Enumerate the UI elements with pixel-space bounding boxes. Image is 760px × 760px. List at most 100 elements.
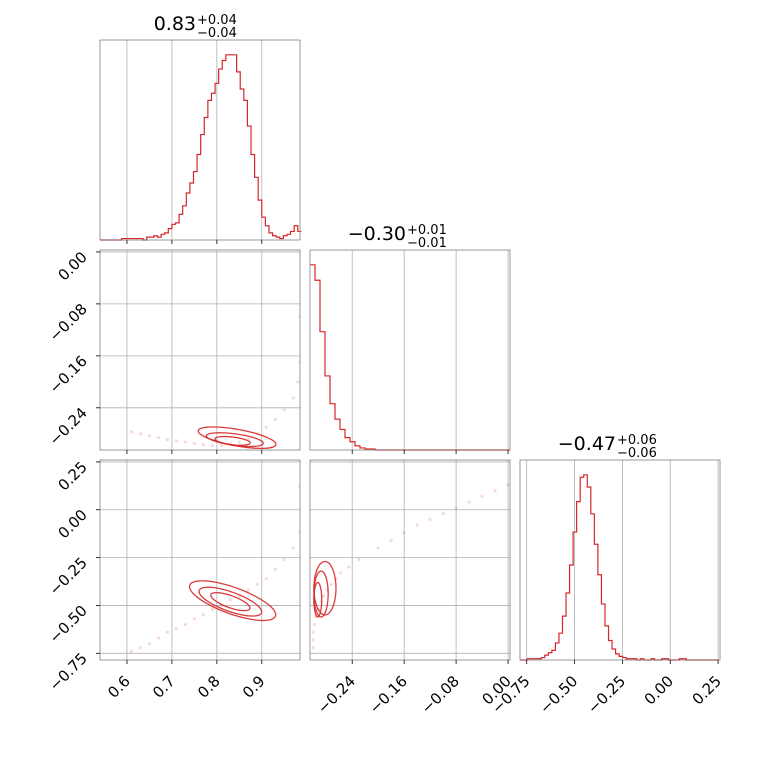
y-tick-label-2-2: −0.25: [46, 554, 91, 599]
contour-1-2: [188, 580, 277, 622]
y-tick-label-1-1: −0.16: [46, 352, 91, 397]
scatter-point-0-4: [165, 438, 170, 442]
scatter-point-0-6: [183, 440, 187, 444]
scatter-point-2-17: [415, 523, 419, 527]
scatter-point-0-0: [129, 430, 134, 434]
y-tick-label-1-3: 0.00: [54, 248, 90, 284]
scatter-point-0-13: [246, 437, 250, 441]
scatter-point-1-13: [246, 588, 250, 592]
scatter-layer: [129, 315, 510, 653]
scatter-point-2-16: [402, 531, 406, 535]
scatter-point-0-16: [273, 417, 277, 422]
scatter-point-0-1: [138, 432, 143, 436]
scatter-point-0-17: [282, 408, 286, 412]
y-tick-label-1-2: −0.08: [46, 300, 91, 345]
scatter-point-1-11: [228, 598, 232, 602]
contour-0-0: [214, 435, 251, 446]
scatter-point-0-12: [237, 440, 241, 444]
param-title-value-2: −0.47: [558, 433, 616, 455]
param-title-value-0: 0.83: [154, 13, 196, 35]
x-tick-label-2-3: 0.00: [641, 672, 677, 708]
scatter-point-1-3: [156, 636, 161, 640]
x-tick-label-1-2: −0.08: [418, 672, 463, 717]
scatter-point-0-3: [156, 436, 161, 440]
param-title-minus-1: −0.01: [407, 236, 447, 251]
tick-layer: [96, 240, 719, 664]
scatter-point-0-2: [147, 434, 152, 438]
contour-0-2: [197, 426, 277, 450]
scatter-point-2-7: [322, 594, 326, 598]
scatter-point-2-22: [480, 494, 484, 498]
scatter-point-2-19: [441, 511, 445, 516]
contour-1-1: [198, 586, 263, 617]
axes-frame-diag-0: [99, 39, 301, 241]
contour-group-0: [197, 426, 277, 450]
contour-group-1: [188, 580, 277, 622]
param-title-plus-1: +0.01: [407, 223, 447, 238]
axes-frame-diag-1: [309, 249, 511, 451]
param-title-plus-0: +0.04: [197, 13, 237, 28]
scatter-point-1-2: [147, 642, 152, 646]
scatter-group-1: [129, 485, 300, 653]
scatter-point-1-14: [255, 582, 259, 587]
scatter-point-0-5: [174, 439, 179, 443]
frame-layer: [99, 39, 721, 661]
x-tick-label-2-2: −0.25: [584, 672, 629, 717]
scatter-point-2-20: [454, 506, 458, 510]
x-tick-label-1-0: −0.24: [314, 672, 359, 717]
scatter-point-2-24: [506, 483, 510, 487]
histogram-2: [520, 474, 719, 661]
scatter-point-1-9: [210, 607, 214, 611]
scatter-point-1-16: [273, 567, 277, 571]
scatter-point-2-15: [389, 538, 393, 542]
x-tick-label-0-2: 0.8: [194, 672, 224, 702]
contour-1-0: [210, 591, 251, 612]
scatter-point-2-11: [338, 571, 343, 575]
axes-frame-pair-2: [309, 459, 511, 661]
tick-label-layer: 0.6 0.7 0.8 0.9 −0.24 −0.16 −0.08 0.00−0.75 −0.5…: [46, 248, 725, 717]
y-tick-label-2-1: −0.50: [46, 602, 91, 647]
scatter-point-1-8: [201, 613, 205, 617]
scatter-point-1-17: [282, 557, 286, 562]
axes-frame-pair-1: [99, 459, 301, 661]
scatter-point-2-2: [311, 630, 315, 634]
scatter-point-1-7: [192, 617, 196, 621]
y-tick-label-2-0: −0.75: [46, 649, 91, 694]
scatter-point-1-4: [165, 630, 170, 634]
x-tick-label-2-4: 0.25: [689, 672, 725, 708]
title-layer: 0.83 +0.04−0.04 −0.30 +0.01−0.01 −0.47 +0.06−…: [154, 13, 657, 461]
scatter-point-1-5: [174, 626, 179, 631]
scatter-point-2-0: [311, 645, 315, 650]
scatter-point-1-1: [138, 645, 143, 650]
x-tick-label-1-1: −0.16: [366, 672, 411, 717]
y-tick-label-2-3: 0.00: [54, 506, 90, 542]
param-title-value-1: −0.30: [348, 223, 406, 245]
scatter-point-0-8: [201, 443, 205, 447]
histogram-layer: [100, 54, 719, 661]
scatter-point-2-14: [376, 546, 380, 550]
x-tick-label-0-1: 0.7: [149, 672, 179, 702]
histogram-1: [310, 264, 510, 451]
scatter-point-2-12: [347, 565, 351, 569]
y-tick-label-2-4: 0.25: [54, 458, 90, 494]
scatter-point-0-10: [219, 443, 223, 448]
x-tick-label-0-0: 0.6: [104, 672, 134, 702]
x-tick-label-2-1: −0.50: [536, 672, 581, 717]
scatter-point-2-1: [311, 638, 315, 642]
scatter-group-0: [129, 315, 300, 448]
param-title-minus-0: −0.04: [197, 26, 237, 41]
scatter-point-2-13: [357, 557, 361, 562]
y-tick-label-1-0: −0.24: [46, 404, 91, 449]
scatter-point-1-18: [291, 546, 295, 550]
scatter-point-2-23: [493, 489, 497, 493]
scatter-point-2-21: [467, 500, 471, 504]
axes-frame-diag-2: [519, 459, 721, 661]
param-title-plus-2: +0.06: [617, 433, 657, 448]
scatter-point-0-18: [291, 396, 295, 400]
axes-frame-pair-0: [99, 249, 301, 451]
contour-layer: [188, 426, 337, 622]
scatter-point-1-0: [129, 649, 134, 653]
contour-group-2: [313, 560, 337, 618]
scatter-point-1-6: [183, 622, 187, 627]
